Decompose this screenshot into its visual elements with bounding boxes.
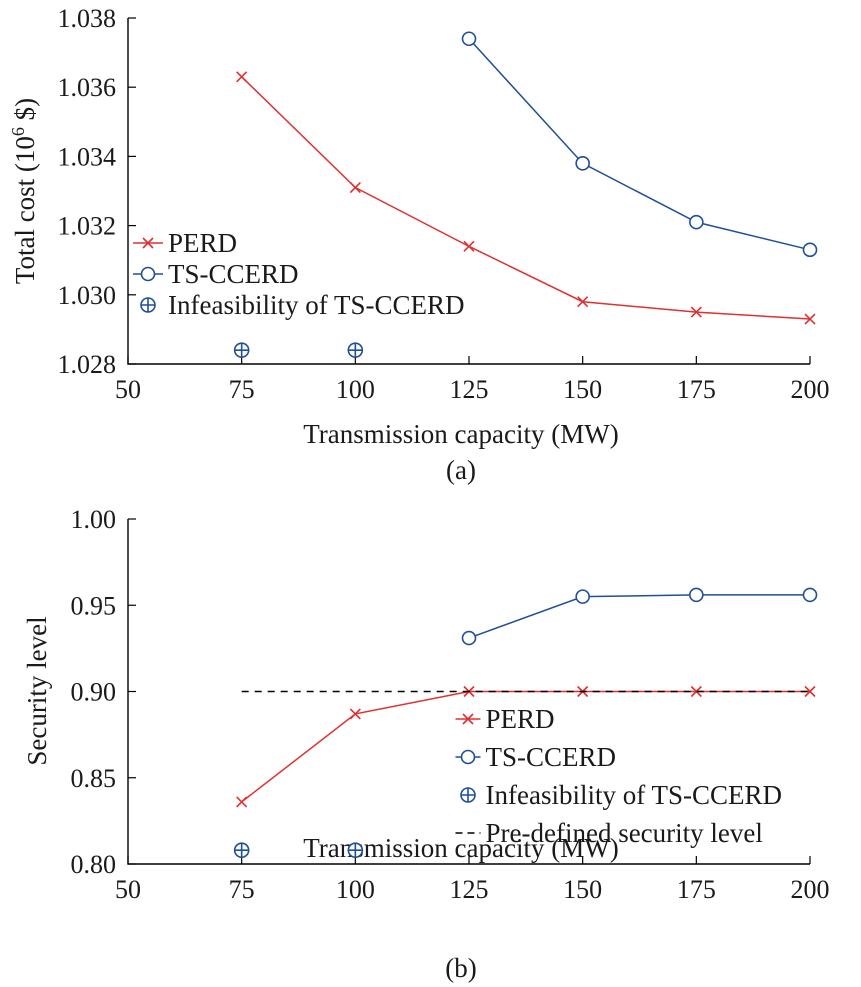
y-tick-label: 1.036	[58, 73, 117, 102]
legend-label: Infeasibility of TS-CCERD	[168, 290, 465, 320]
y-tick-label: 0.80	[71, 850, 117, 879]
legend-marker	[142, 237, 154, 249]
legend-label: PERD	[168, 228, 237, 258]
legend-marker	[140, 266, 156, 282]
data-point	[575, 589, 590, 604]
y-axis-label-unit: $)	[10, 98, 40, 127]
data-point	[802, 587, 818, 603]
legend-item: Infeasibility of TS-CCERD	[140, 290, 465, 320]
x-tick-label: 200	[791, 375, 830, 404]
legend-item: TS-CCERD	[455, 742, 617, 772]
panel-label: (a)	[446, 455, 476, 485]
data-point	[236, 71, 248, 83]
y-tick-label: 0.90	[71, 678, 117, 707]
series-line	[468, 38, 811, 251]
x-tick-label: 75	[229, 875, 255, 904]
x-tick-label: 175	[677, 875, 716, 904]
legend-item: Infeasibility of TS-CCERD	[460, 780, 783, 810]
data-point	[575, 156, 590, 171]
x-tick-label: 125	[450, 875, 489, 904]
x-axis-label: Transmission capacity (MW)	[303, 419, 618, 449]
y-tick-label: 1.030	[58, 281, 117, 310]
data-point	[236, 796, 248, 808]
x-tick-label: 200	[791, 875, 830, 904]
x-tick-label: 125	[450, 375, 489, 404]
data-point	[690, 306, 702, 318]
data-point	[347, 342, 364, 358]
data-point	[349, 181, 361, 194]
legend-label: Infeasibility of TS-CCERD	[486, 780, 783, 810]
chart-panel-a: 50 75 100 125 150 175 200 1.028 1.030 1.032 1.034 1…	[8, 4, 830, 485]
legend-marker	[462, 713, 474, 725]
data-point	[461, 630, 477, 646]
legend-item: Pre-defined security level	[455, 818, 763, 848]
series-ts-ccerd	[461, 587, 818, 646]
data-point	[689, 587, 704, 603]
y-tick-label: 1.038	[58, 4, 117, 33]
x-tick-label: 100	[336, 875, 375, 904]
data-point	[689, 214, 704, 230]
panel-label: (b)	[445, 953, 476, 983]
legend-label: PERD	[486, 704, 555, 734]
legend-marker	[140, 297, 156, 313]
legend-label: TS-CCERD	[486, 742, 617, 772]
series-ts-ccerd	[461, 31, 818, 258]
series-infeasibility-of-ts-ccerd	[233, 842, 364, 858]
y-tick-label: 0.95	[71, 591, 117, 620]
data-point	[233, 342, 250, 358]
data-point	[233, 842, 250, 858]
legend: PERD TS-CCERD Infeasibility of TS-CCERD Pre…	[455, 704, 783, 848]
data-point	[804, 313, 816, 325]
legend-label: TS-CCERD	[168, 259, 299, 289]
x-tick-label: 150	[563, 375, 602, 404]
data-point	[804, 685, 816, 698]
data-point	[347, 842, 364, 858]
y-tick-label: 1.034	[58, 142, 117, 171]
series-infeasibility-of-ts-ccerd	[233, 342, 364, 358]
x-tick-label: 100	[336, 375, 375, 404]
y-axis-label: Total cost (106 $)	[8, 98, 40, 284]
y-tick-label: 1.00	[71, 505, 117, 534]
x-tick-label: 75	[229, 375, 255, 404]
data-point	[349, 708, 361, 720]
data-point	[463, 240, 475, 252]
legend-label: Pre-defined security level	[486, 818, 763, 848]
x-tick-label: 50	[115, 875, 141, 904]
data-point	[802, 242, 818, 258]
legend-marker	[460, 749, 476, 765]
y-tick-label: 1.028	[58, 350, 117, 379]
data-point	[577, 296, 589, 308]
legend-item: TS-CCERD	[133, 259, 299, 289]
x-tick-label: 50	[115, 375, 141, 404]
legend-marker	[460, 787, 476, 803]
x-tick-label: 175	[677, 375, 716, 404]
y-tick-label: 0.85	[71, 764, 117, 793]
legend-item: PERD	[133, 228, 237, 258]
y-tick-label: 1.032	[58, 212, 117, 241]
series-line	[241, 76, 811, 320]
series-line	[468, 594, 810, 639]
y-axis-label-text: Total cost (10	[10, 136, 40, 284]
chart-panel-b: 50 75 100 125 150 175 200 0.80 0.85 0.90 0.95 1.00 T…	[22, 505, 830, 983]
y-axis-label-superscript: 6	[8, 127, 28, 136]
x-tick-label: 150	[563, 875, 602, 904]
data-point	[690, 685, 702, 698]
legend-item: PERD	[455, 704, 555, 734]
data-point	[461, 31, 477, 47]
y-axis-label: Security level	[22, 616, 52, 765]
series-perd	[236, 71, 816, 325]
